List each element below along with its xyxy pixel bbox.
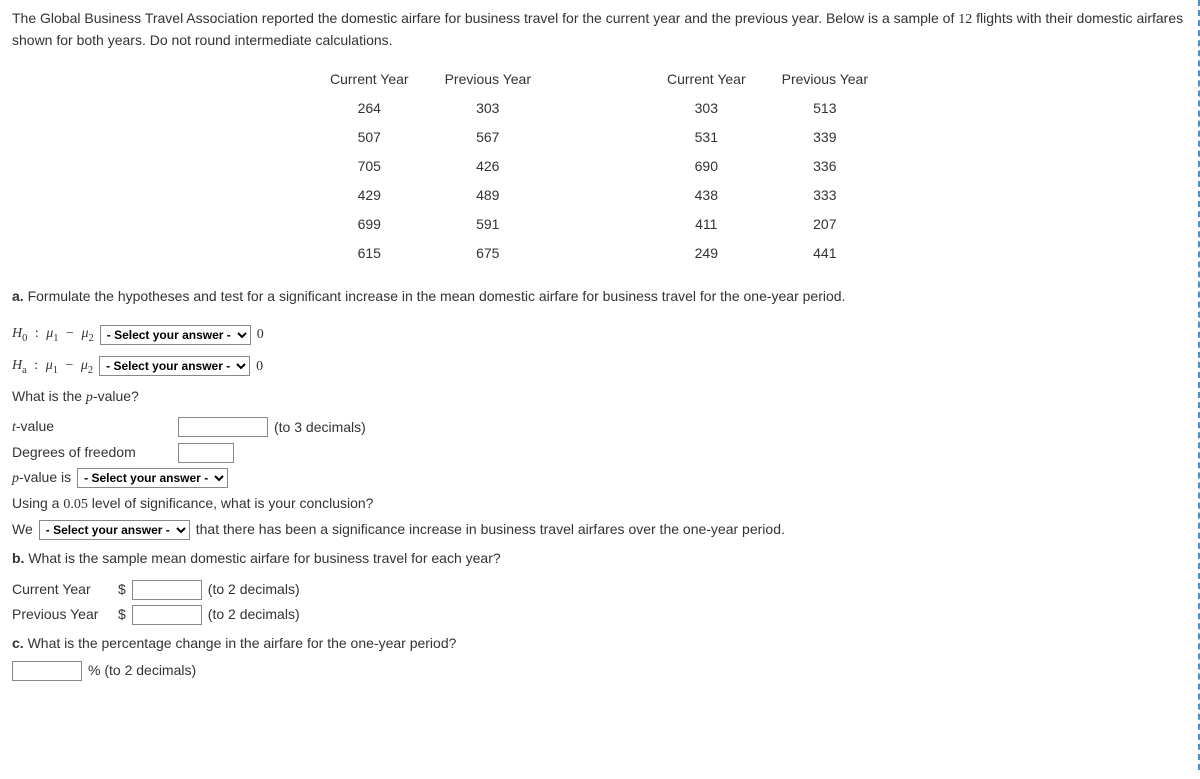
significance-question: Using a 0.05 level of significance, what…: [12, 493, 1186, 515]
table-cell: 264: [312, 94, 427, 123]
pct-change-input[interactable]: [12, 661, 82, 681]
table-cell: 249: [649, 239, 764, 268]
current-year-mean-row: Current Year $ (to 2 decimals): [12, 579, 1186, 600]
table-row: 699591: [312, 210, 549, 239]
table-cell: 675: [427, 239, 549, 268]
part-a: a. Formulate the hypotheses and test for…: [12, 286, 1186, 307]
col-previous-year: Previous Year: [427, 65, 549, 94]
ha-select[interactable]: - Select your answer -: [99, 356, 250, 376]
table-cell: 531: [649, 123, 764, 152]
pvalue-row: p-value is - Select your answer -: [12, 467, 1186, 489]
table-row: 507567: [312, 123, 549, 152]
table-row: 264303: [312, 94, 549, 123]
table-row: 411207: [649, 210, 886, 239]
table-cell: 333: [764, 181, 886, 210]
col-current-year: Current Year: [312, 65, 427, 94]
data-table-right: Current Year Previous Year 3035135313396…: [649, 65, 886, 268]
part-c: c. What is the percentage change in the …: [12, 633, 1186, 654]
h0-expression: H0 : μ1 − μ2: [12, 323, 94, 347]
current-year-input[interactable]: [132, 580, 202, 600]
t-value-row: t-value (to 3 decimals): [12, 416, 1186, 438]
table-row: 531339: [649, 123, 886, 152]
table-row: 249441: [649, 239, 886, 268]
table-row: 690336: [649, 152, 886, 181]
table-cell: 339: [764, 123, 886, 152]
table-cell: 591: [427, 210, 549, 239]
hypothesis-ha-row: Ha : μ1 − μ2 - Select your answer - 0: [12, 355, 1186, 379]
part-b: b. What is the sample mean domestic airf…: [12, 548, 1186, 569]
table-cell: 429: [312, 181, 427, 210]
table-cell: 303: [649, 94, 764, 123]
col-current-year: Current Year: [649, 65, 764, 94]
h0-select[interactable]: - Select your answer -: [100, 325, 251, 345]
h0-zero: 0: [257, 324, 264, 345]
table-row: 438333: [649, 181, 886, 210]
t-value-input[interactable]: [178, 417, 268, 437]
table-cell: 441: [764, 239, 886, 268]
intro-text: The Global Business Travel Association r…: [12, 8, 1186, 51]
table-row: 615675: [312, 239, 549, 268]
data-table-container: Current Year Previous Year 2643035075677…: [12, 65, 1186, 268]
table-cell: 690: [649, 152, 764, 181]
data-table-left: Current Year Previous Year 2643035075677…: [312, 65, 549, 268]
previous-year-input[interactable]: [132, 605, 202, 625]
table-cell: 567: [427, 123, 549, 152]
table-cell: 303: [427, 94, 549, 123]
pvalue-select[interactable]: - Select your answer -: [77, 468, 228, 488]
pct-change-row: % (to 2 decimals): [12, 660, 1186, 681]
table-cell: 426: [427, 152, 549, 181]
table-cell: 489: [427, 181, 549, 210]
table-cell: 207: [764, 210, 886, 239]
table-cell: 507: [312, 123, 427, 152]
hypothesis-h0-row: H0 : μ1 − μ2 - Select your answer - 0: [12, 323, 1186, 347]
table-row: 429489: [312, 181, 549, 210]
table-cell: 513: [764, 94, 886, 123]
col-previous-year: Previous Year: [764, 65, 886, 94]
table-cell: 438: [649, 181, 764, 210]
t-hint: (to 3 decimals): [274, 417, 366, 438]
table-cell: 411: [649, 210, 764, 239]
ha-expression: Ha : μ1 − μ2: [12, 355, 93, 379]
df-input[interactable]: [178, 443, 234, 463]
conclusion-row: We - Select your answer - that there has…: [12, 519, 1186, 540]
table-cell: 336: [764, 152, 886, 181]
table-row: 303513: [649, 94, 886, 123]
conclusion-select[interactable]: - Select your answer -: [39, 520, 190, 540]
table-cell: 699: [312, 210, 427, 239]
df-row: Degrees of freedom: [12, 442, 1186, 463]
table-cell: 615: [312, 239, 427, 268]
table-cell: 705: [312, 152, 427, 181]
ha-zero: 0: [256, 356, 263, 377]
table-row: 705426: [312, 152, 549, 181]
previous-year-mean-row: Previous Year $ (to 2 decimals): [12, 604, 1186, 625]
pvalue-question: What is the p-value?: [12, 386, 1186, 408]
